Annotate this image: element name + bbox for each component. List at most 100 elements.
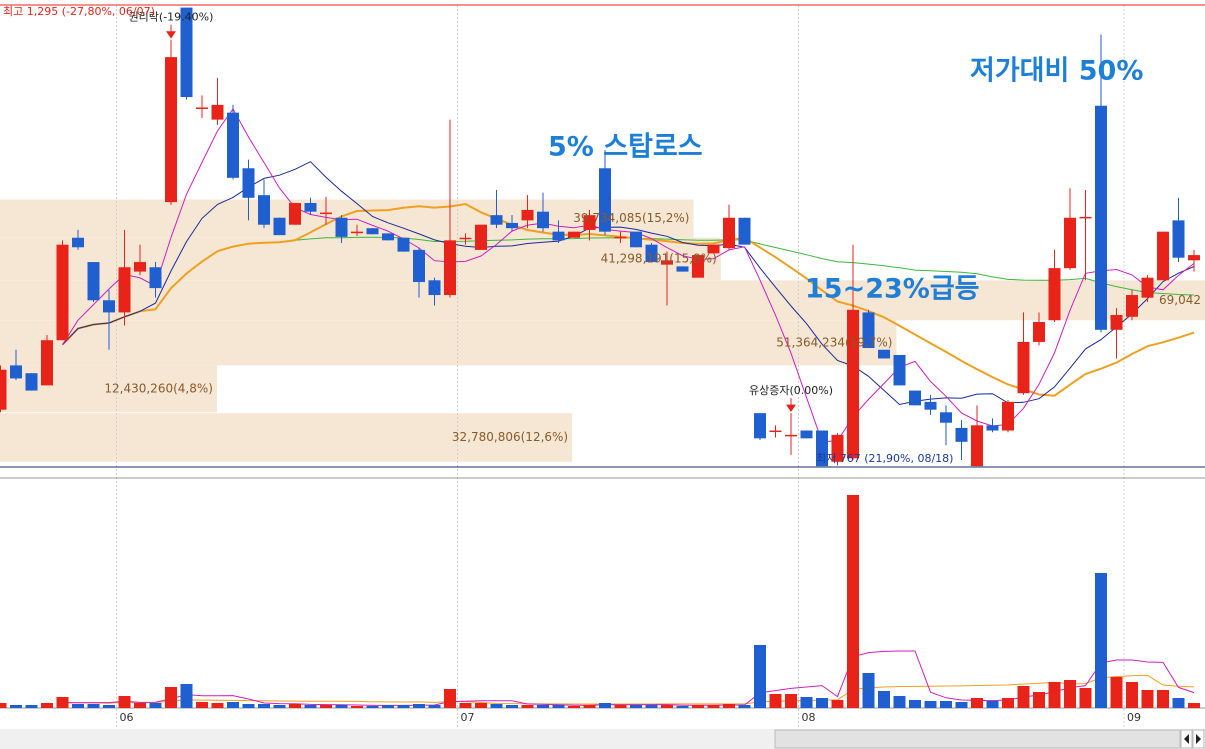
event-arrow <box>166 24 176 39</box>
volume-bar <box>1017 686 1030 708</box>
volume-bar <box>630 705 642 708</box>
scroll-thumb[interactable] <box>774 729 1181 749</box>
candle-body <box>413 249 425 283</box>
x-tick-label: 06 <box>120 711 134 724</box>
moving-average <box>62 674 1195 705</box>
volume-bar <box>707 705 720 708</box>
volume-bar <box>211 703 224 708</box>
candle-body <box>87 262 100 301</box>
volume-bar <box>444 689 456 708</box>
candle-body <box>1172 220 1185 258</box>
candle-body <box>769 430 782 433</box>
candle-body <box>118 267 131 313</box>
volume-bar <box>180 684 193 708</box>
candle-body <box>723 217 735 249</box>
volume-bar <box>537 705 549 708</box>
candle-body <box>10 365 22 379</box>
volume-bar <box>25 705 38 708</box>
volume-profile-label: 12,430,260(4,8%) <box>104 381 213 395</box>
high-label: 최고 1,295 (-27,80%, 06/07) <box>3 5 155 18</box>
volume-bar <box>490 704 503 708</box>
candle-body <box>692 255 704 278</box>
volume-bar <box>754 645 766 708</box>
volume-bar <box>1172 698 1185 708</box>
volume-bar <box>909 700 921 708</box>
volume-bar <box>878 691 890 708</box>
candle-body <box>196 107 208 109</box>
candle-body <box>1033 321 1045 342</box>
candle-body <box>289 203 301 225</box>
volume-bar <box>971 698 983 708</box>
volume-bar <box>1126 682 1138 708</box>
candle-body <box>227 112 239 178</box>
volume-bar <box>661 705 673 708</box>
volume-profile-label: 39,734,085(15,2%) <box>573 211 689 225</box>
candle-body <box>645 244 658 263</box>
candle-body <box>955 427 968 442</box>
volume-bar <box>397 705 410 708</box>
volume-bar <box>521 705 534 708</box>
volume-bar <box>413 704 425 708</box>
volume-bar <box>506 705 518 708</box>
volume-bar <box>940 701 952 708</box>
candle-body <box>831 434 844 462</box>
event-arrow <box>786 398 796 413</box>
volume-bar <box>475 703 487 708</box>
candle-body <box>614 236 627 239</box>
arrow-icon <box>1184 734 1189 744</box>
candle-body <box>599 168 611 232</box>
candle-body <box>366 228 379 235</box>
candle-body <box>893 354 906 386</box>
volume-profile-band <box>0 280 1205 321</box>
candle-body <box>397 237 410 252</box>
candle-body <box>1048 268 1061 321</box>
candle-body <box>971 425 983 467</box>
candle-body <box>475 224 487 250</box>
candle-body <box>1126 295 1138 317</box>
candle-body <box>661 260 673 265</box>
volume-bar <box>924 701 937 708</box>
candle-body <box>521 209 534 221</box>
candle-body <box>273 217 286 236</box>
candle-body <box>211 104 224 120</box>
volume-bar <box>0 703 7 708</box>
candle-body <box>940 412 952 423</box>
candle-body <box>444 240 456 296</box>
volume-bar <box>1141 690 1154 708</box>
annotation: 저가대비 50% <box>970 56 1143 87</box>
volume-bar <box>986 701 999 708</box>
volume-bar <box>366 706 379 708</box>
volume-profile-label: 41,298,191(15,8%) <box>601 252 717 266</box>
volume-bar <box>103 705 115 708</box>
volume-bar <box>72 704 84 708</box>
volume-bar <box>242 704 255 708</box>
candle-body <box>304 203 317 212</box>
candle-body <box>1017 341 1030 394</box>
candle-body <box>428 280 441 296</box>
candle-body <box>258 195 270 225</box>
volume-bar <box>614 705 627 708</box>
volume-bar <box>599 703 611 708</box>
volume-bar <box>304 705 317 708</box>
volume-bar <box>351 706 363 708</box>
volume-bar <box>165 687 177 708</box>
volume-bar <box>800 697 813 708</box>
volume-bar <box>87 704 100 708</box>
x-tick-label: 09 <box>1127 711 1141 724</box>
candle-body <box>847 309 859 459</box>
candle-body <box>986 425 999 431</box>
event-label: 유상증자(0.00%) <box>749 384 833 397</box>
volume-bar <box>1095 573 1107 708</box>
volume-bar <box>289 704 301 708</box>
volume-profile-band <box>0 413 573 462</box>
volume-bar <box>645 705 658 708</box>
volume-bar <box>41 703 53 708</box>
candle-body <box>490 215 503 225</box>
candle-body <box>1095 105 1107 330</box>
candle-body <box>0 369 7 410</box>
candle-body <box>72 237 84 248</box>
volume-bar <box>459 703 472 708</box>
candle-body <box>630 231 642 248</box>
event-label: 권리락(-19.40%) <box>129 11 214 24</box>
